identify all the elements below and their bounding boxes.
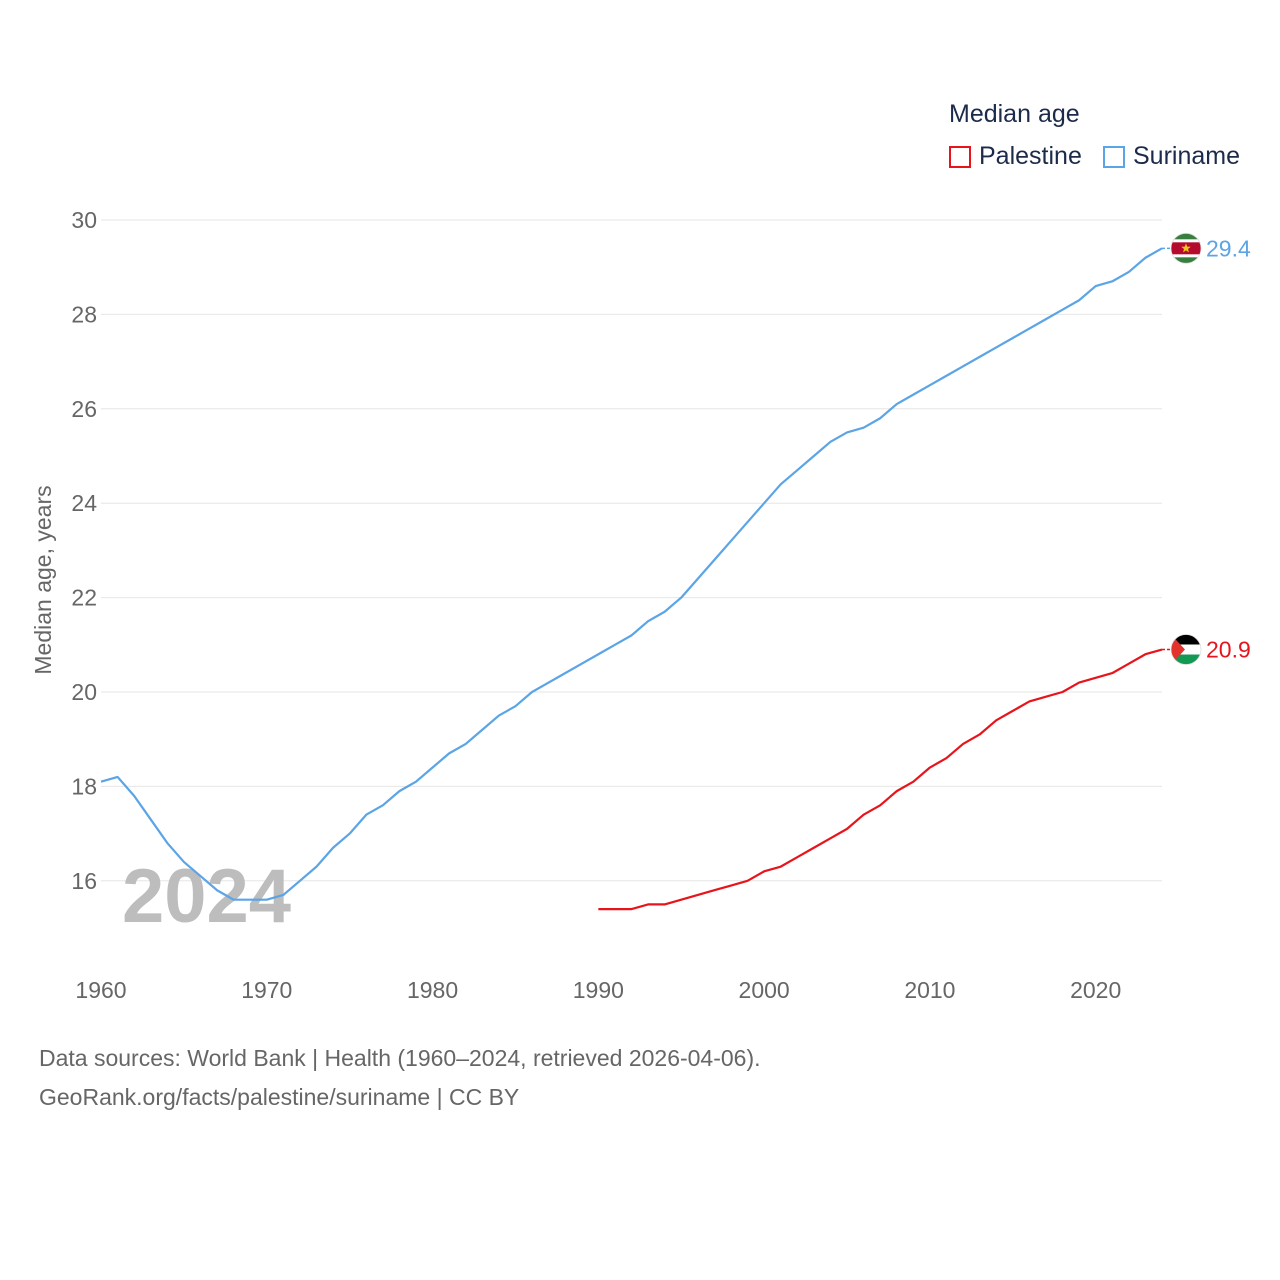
series-line-palestine — [598, 648, 1163, 911]
legend-item-palestine[interactable]: Palestine — [949, 142, 1082, 171]
series-line-suriname — [100, 247, 1163, 901]
series-lines — [100, 247, 1163, 911]
end-label-suriname: 29.4 — [1206, 235, 1251, 261]
y-tick-label-22: 22 — [71, 585, 97, 611]
y-tick-label-24: 24 — [71, 490, 97, 516]
legend-label-suriname: Suriname — [1133, 142, 1240, 170]
x-tick-label-1970: 1970 — [241, 977, 292, 1003]
suriname-flag-icon — [1171, 233, 1201, 264]
year-watermark: 2024 — [122, 854, 291, 939]
y-axis-label: Median age, years — [30, 485, 56, 674]
flag-green — [1171, 654, 1201, 665]
x-tick-label-1960: 1960 — [75, 977, 126, 1003]
y-tick-label-28: 28 — [71, 301, 97, 327]
x-tick-label-2020: 2020 — [1070, 977, 1121, 1003]
flag-star — [1181, 243, 1191, 253]
gridlines — [101, 219, 1162, 882]
y-tick-label-16: 16 — [71, 868, 97, 894]
flag-white — [1171, 644, 1201, 655]
legend-title: Median age — [949, 100, 1080, 128]
legend-label-palestine: Palestine — [979, 142, 1082, 170]
x-axis-ticks: 1960 1970 1980 1990 2000 2010 2020 — [75, 977, 1121, 1003]
palestine-flag-icon — [1171, 634, 1201, 665]
end-markers: 29.4 20.9 — [1162, 232, 1251, 665]
legend-item-suriname[interactable]: Suriname — [1103, 142, 1240, 171]
x-tick-label-2010: 2010 — [904, 977, 955, 1003]
x-tick-label-1980: 1980 — [407, 977, 458, 1003]
flag-red-triangle — [1171, 634, 1185, 665]
legend-swatch-palestine — [949, 145, 971, 168]
y-tick-label-20: 20 — [71, 679, 97, 705]
y-tick-label-30: 30 — [71, 207, 97, 233]
end-label-palestine: 20.9 — [1206, 637, 1251, 663]
flag-outline — [1170, 634, 1202, 665]
legend-swatch-suriname — [1103, 145, 1125, 168]
footer-sources: Data sources: World Bank | Health (1960–… — [39, 1045, 761, 1071]
flag-black — [1171, 634, 1201, 645]
y-axis-ticks: 16 18 20 22 24 26 28 30 — [71, 207, 97, 894]
y-tick-label-18: 18 — [71, 773, 97, 799]
footer-link[interactable]: GeoRank.org/facts/palestine/suriname | C… — [39, 1084, 520, 1110]
x-tick-label-1990: 1990 — [573, 977, 624, 1003]
flag-outline — [1170, 232, 1202, 264]
y-tick-label-26: 26 — [71, 396, 97, 422]
x-tick-label-2000: 2000 — [739, 977, 790, 1003]
